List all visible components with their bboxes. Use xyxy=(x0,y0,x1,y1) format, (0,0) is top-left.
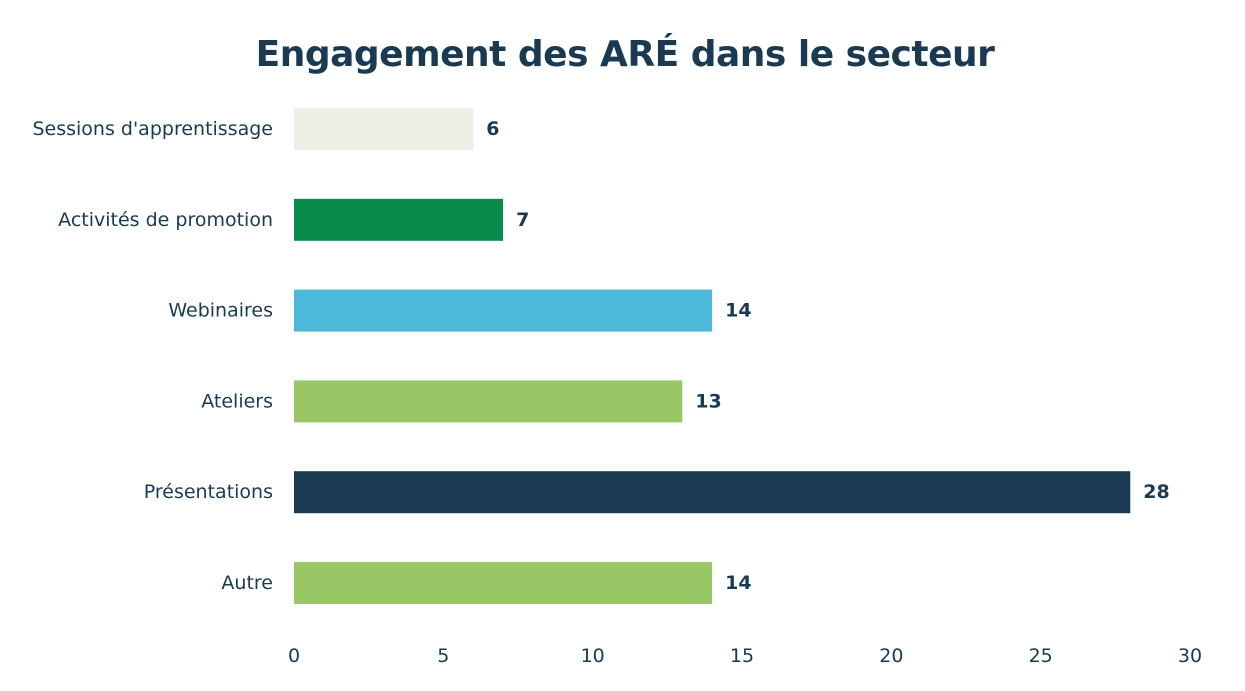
bar-autre xyxy=(294,562,713,604)
category-label-ateliers: Ateliers xyxy=(201,390,273,412)
x-tick-label-30: 30 xyxy=(1178,645,1202,667)
x-tick-label-15: 15 xyxy=(730,645,754,667)
category-labels: Sessions d'apprentissage Activités de pro… xyxy=(32,118,273,594)
x-tick-label-25: 25 xyxy=(1029,645,1053,667)
category-label-webinaires: Webinaires xyxy=(168,300,273,322)
bar-presentations xyxy=(294,471,1131,514)
x-tick-label-0: 0 xyxy=(288,645,300,667)
value-labels: 6 7 14 13 28 14 xyxy=(486,118,1170,594)
category-label-activites-de-promotion: Activités de promotion xyxy=(58,209,273,231)
value-label-autre: 14 xyxy=(725,572,751,594)
bar-activites-de-promotion xyxy=(294,198,504,241)
x-axis-ticks: 0 5 10 15 20 25 30 xyxy=(288,645,1202,667)
bar-webinaires xyxy=(294,289,713,332)
value-label-webinaires: 14 xyxy=(725,300,751,322)
value-label-sessions-d-apprentissage: 6 xyxy=(486,118,499,140)
category-label-autre: Autre xyxy=(221,572,273,594)
bars-group xyxy=(294,108,1131,604)
value-label-activites-de-promotion: 7 xyxy=(516,209,529,231)
x-tick-label-5: 5 xyxy=(437,645,449,667)
chart-title: Engagement des ARÉ dans le secteur xyxy=(255,34,995,75)
bar-sessions-d-apprentissage xyxy=(294,108,474,150)
category-label-sessions-d-apprentissage: Sessions d'apprentissage xyxy=(32,118,273,140)
category-label-presentations: Présentations xyxy=(144,481,273,503)
x-tick-label-20: 20 xyxy=(879,645,903,667)
value-label-ateliers: 13 xyxy=(695,390,721,412)
value-label-presentations: 28 xyxy=(1143,481,1169,503)
bar-ateliers xyxy=(294,380,683,423)
x-tick-label-10: 10 xyxy=(581,645,605,667)
